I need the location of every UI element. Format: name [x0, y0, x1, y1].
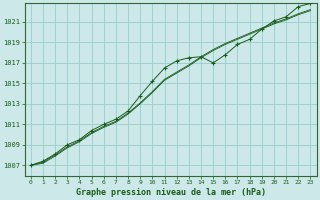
X-axis label: Graphe pression niveau de la mer (hPa): Graphe pression niveau de la mer (hPa): [76, 188, 266, 197]
